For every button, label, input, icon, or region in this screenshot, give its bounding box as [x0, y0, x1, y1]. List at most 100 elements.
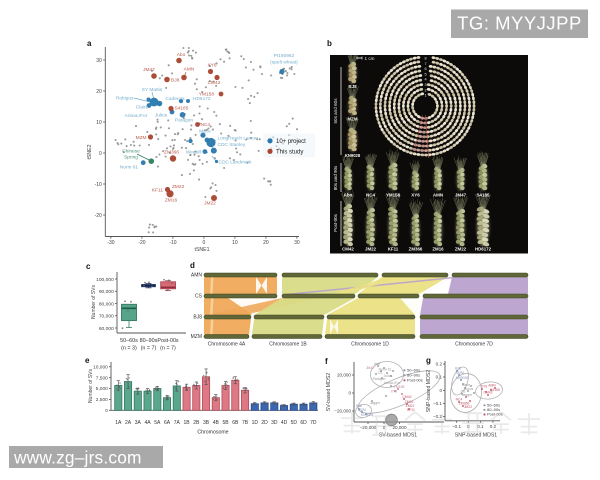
svg-text:3D: 3D	[271, 420, 278, 426]
svg-text:BJ8: BJ8	[455, 367, 461, 371]
svg-text:XY6: XY6	[411, 193, 420, 198]
svg-text:−0.1: −0.1	[433, 401, 443, 406]
svg-text:KF11: KF11	[152, 188, 163, 194]
svg-text:Chromosome 4A: Chromosome 4A	[208, 342, 246, 348]
svg-text:ZM16: ZM16	[405, 400, 414, 404]
svg-text:ArinaLrFor: ArinaLrFor	[384, 381, 401, 385]
svg-text:0: 0	[203, 240, 206, 246]
svg-text:7A: 7A	[174, 420, 181, 426]
svg-text:6D: 6D	[300, 420, 307, 426]
svg-text:ZM16: ZM16	[432, 247, 444, 252]
svg-text:BJ8: BJ8	[193, 315, 202, 321]
svg-text:Chromosome 1D: Chromosome 1D	[351, 342, 389, 348]
svg-text:8: 8	[424, 57, 426, 61]
svg-text:Abo: Abo	[344, 193, 353, 198]
svg-text:80s and 90s: 80s and 90s	[333, 165, 338, 190]
svg-text:(n = 3): (n = 3)	[121, 346, 137, 352]
svg-text:2A: 2A	[125, 420, 132, 426]
svg-text:BJ8: BJ8	[356, 404, 362, 408]
svg-text:5D: 5D	[291, 420, 298, 426]
svg-text:20: 20	[263, 240, 269, 246]
svg-text:Post-00s: Post-00s	[407, 378, 423, 383]
svg-text:CM42: CM42	[483, 391, 492, 395]
svg-text:CS: CS	[195, 294, 203, 300]
svg-text:0.2: 0.2	[436, 362, 443, 367]
svg-text:30: 30	[294, 240, 300, 246]
svg-text:0: 0	[348, 391, 351, 396]
svg-text:SV-based MDS2: SV-based MDS2	[326, 373, 332, 411]
svg-text:10: 10	[232, 240, 238, 246]
svg-text:Robigus: Robigus	[116, 96, 134, 102]
svg-text:HD6172: HD6172	[193, 96, 211, 102]
svg-text:ZM22: ZM22	[455, 247, 467, 252]
svg-text:-20: -20	[95, 213, 102, 219]
svg-text:80–90s: 80–90s	[487, 407, 500, 412]
svg-text:JM22: JM22	[464, 405, 472, 409]
svg-text:2B: 2B	[193, 420, 200, 426]
svg-text:2: 2	[424, 88, 426, 92]
svg-text:Abo: Abo	[177, 52, 186, 58]
svg-text:7,500: 7,500	[96, 375, 108, 381]
svg-text:1B: 1B	[183, 420, 190, 426]
svg-text:BJ8: BJ8	[348, 84, 357, 89]
svg-text:20,000: 20,000	[337, 373, 351, 378]
svg-text:Chromosome: Chromosome	[197, 430, 228, 436]
svg-text:tSNE1: tSNE1	[195, 247, 210, 253]
svg-text:80–90s: 80–90s	[407, 373, 420, 378]
svg-text:(n = 7): (n = 7)	[160, 346, 176, 352]
svg-text:0: 0	[105, 408, 108, 414]
svg-text:Cadenza: Cadenza	[165, 96, 185, 102]
svg-text:2D: 2D	[261, 420, 268, 426]
svg-text:7: 7	[424, 62, 426, 66]
svg-text:(n = 7): (n = 7)	[141, 346, 157, 352]
svg-text:10: 10	[96, 120, 102, 126]
svg-text:ZM366: ZM366	[409, 247, 423, 252]
svg-text:JM47: JM47	[455, 193, 467, 198]
svg-text:XY6: XY6	[481, 385, 488, 389]
svg-text:4D: 4D	[281, 420, 288, 426]
svg-text:−0.1: −0.1	[452, 424, 462, 429]
svg-text:60,000: 60,000	[99, 326, 114, 332]
svg-text:S4185: S4185	[476, 193, 490, 198]
svg-text:b: b	[327, 39, 332, 48]
svg-text:Post-00s: Post-00s	[157, 338, 179, 344]
svg-text:Julius: Julius	[465, 387, 474, 391]
svg-text:3A: 3A	[135, 420, 142, 426]
svg-text:ZM22: ZM22	[406, 404, 415, 408]
svg-text:Weebill: Weebill	[186, 150, 202, 156]
svg-text:-10: -10	[169, 240, 176, 246]
svg-text:YM158: YM158	[394, 385, 405, 389]
svg-text:3: 3	[424, 83, 426, 87]
svg-text:YM158: YM158	[199, 92, 215, 98]
svg-text:ArinaLrFor: ArinaLrFor	[125, 113, 148, 119]
svg-text:Chromosome 1B: Chromosome 1B	[269, 342, 307, 348]
svg-text:70,000: 70,000	[99, 314, 114, 320]
svg-text:NC4: NC4	[201, 122, 211, 128]
svg-text:0: 0	[467, 424, 470, 429]
svg-text:10+ project: 10+ project	[276, 139, 306, 145]
svg-text:Jagger: Jagger	[462, 393, 473, 397]
svg-text:Chinese: Chinese	[122, 149, 140, 155]
svg-text:e: e	[85, 356, 90, 365]
svg-text:4A: 4A	[144, 420, 151, 426]
svg-text:CDC Landmark: CDC Landmark	[219, 160, 253, 166]
svg-text:50–60s: 50–60s	[487, 403, 500, 408]
svg-text:0.2: 0.2	[490, 424, 497, 429]
svg-text:50s and 60s: 50s and 60s	[333, 98, 338, 124]
svg-text:Abo: Abo	[374, 362, 380, 366]
svg-text:KN9028: KN9028	[456, 376, 468, 380]
svg-text:0: 0	[383, 425, 386, 430]
svg-text:5,000: 5,000	[96, 386, 108, 392]
svg-text:100,000: 100,000	[96, 277, 114, 283]
svg-text:5A: 5A	[154, 420, 161, 426]
svg-text:TG: MYYJJPP: TG: MYYJJPP	[457, 13, 582, 34]
svg-text:JM22: JM22	[204, 201, 216, 207]
svg-text:JM47: JM47	[366, 366, 374, 370]
svg-text:MZM: MZM	[358, 408, 366, 412]
svg-text:Mace: Mace	[462, 383, 470, 387]
svg-text:Post-00s: Post-00s	[333, 213, 338, 232]
svg-text:SV-based MDS1: SV-based MDS1	[379, 433, 417, 439]
svg-text:5B: 5B	[222, 420, 229, 426]
svg-text:Norin 61: Norin 61	[120, 165, 138, 171]
svg-text:1: 1	[424, 94, 426, 98]
